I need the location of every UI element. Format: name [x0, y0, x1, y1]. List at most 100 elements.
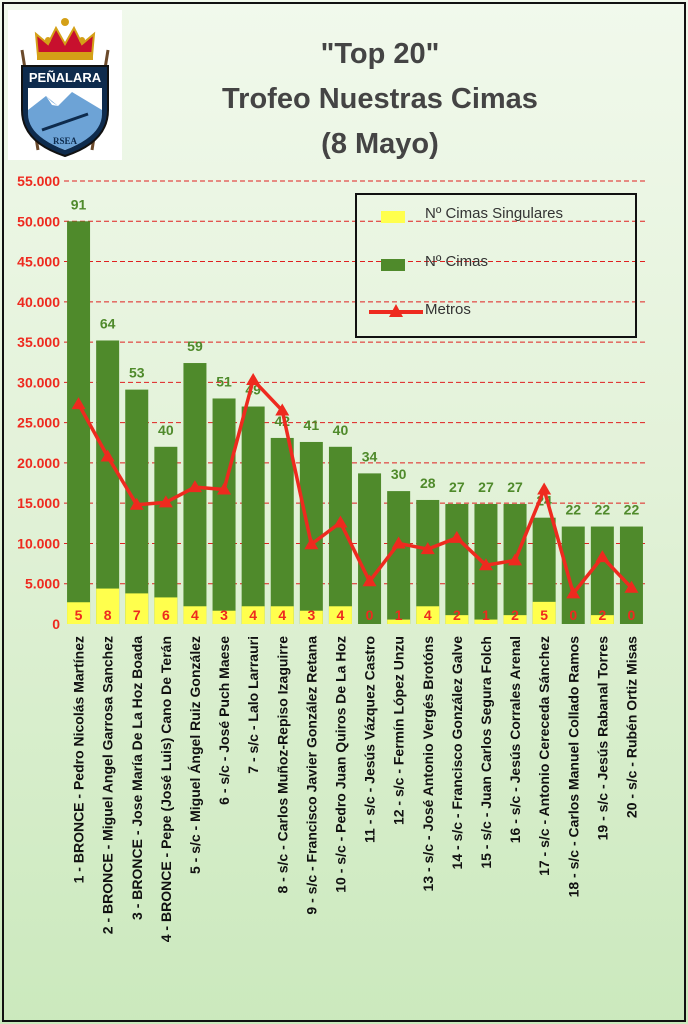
x-tick-label: 7 - s/c - Lalo Larrauri [245, 636, 261, 774]
x-tick-label: 14 - s/c - Francisco González Galve [449, 636, 465, 870]
bar-singulares [183, 606, 207, 624]
legend-swatch-cimas [381, 259, 405, 271]
data-label-singulares: 3 [307, 607, 315, 623]
data-label-cimas: 27 [449, 479, 465, 495]
legend: Nº Cimas Singulares Nº Cimas Metros [355, 193, 637, 338]
data-label-cimas: 41 [304, 417, 320, 433]
x-tick-label: 11 - s/c - Jesús Vázquez Castro [362, 636, 378, 843]
legend-swatch-singulares [381, 211, 405, 223]
bar-singulares [503, 615, 527, 624]
data-label-cimas: 51 [216, 373, 232, 389]
marker-metros [537, 482, 552, 495]
marker-metros [478, 558, 493, 571]
data-label-singulares: 2 [511, 607, 519, 623]
data-label-singulares: 6 [162, 607, 170, 623]
y-tick-label: 15.000 [17, 495, 60, 511]
data-label-cimas: 27 [507, 479, 523, 495]
y-tick-label: 50.000 [17, 213, 60, 229]
x-tick-label: 8 - s/c - Carlos Muñoz-Repiso Izaguirre [274, 636, 290, 894]
x-tick-label: 15 - s/c - Juan Carlos Segura Folch [478, 636, 494, 869]
marker-metros [217, 482, 232, 495]
legend-label-cimas: Nº Cimas [425, 253, 488, 270]
data-label-cimas: 27 [478, 479, 494, 495]
marker-metros [246, 372, 261, 385]
legend-swatch-metros [369, 304, 423, 317]
bar-singulares [328, 606, 352, 624]
marker-metros [275, 403, 290, 416]
bar-singulares [445, 615, 469, 624]
legend-item-metros: Metros [357, 297, 635, 327]
bar-cimas [532, 517, 556, 624]
x-tick-label: 6 - s/c - José Puch Maese [216, 636, 232, 805]
data-label-cimas: 22 [565, 502, 581, 518]
bar-singulares [532, 601, 556, 624]
data-label-cimas: 28 [420, 475, 436, 491]
data-label-cimas: 59 [187, 338, 203, 354]
logo-text-top: PEÑALARA [29, 70, 102, 85]
marker-metros [566, 586, 581, 599]
y-tick-label: 40.000 [17, 294, 60, 310]
x-tick-label: 4 - BRONCE - Pepe (José Luis) Cano De Te… [158, 636, 174, 942]
x-tick-label: 13 - s/c - José Antonio Vergés Brotóns [420, 636, 436, 892]
data-label-singulares: 8 [104, 607, 112, 623]
bar-cimas [387, 491, 411, 624]
data-label-cimas: 30 [391, 466, 407, 482]
bar-singulares [387, 619, 411, 624]
data-label-singulares: 4 [278, 607, 286, 623]
bar-singulares [154, 597, 178, 624]
data-label-singulares: 0 [628, 607, 636, 623]
bar-cimas [67, 221, 91, 625]
marker-metros [624, 580, 639, 593]
bar-singulares [474, 619, 498, 624]
data-label-singulares: 5 [540, 607, 548, 623]
marker-metros [158, 495, 173, 508]
bar-cimas [590, 526, 614, 624]
data-label-singulares: 3 [220, 607, 228, 623]
bar-singulares [270, 606, 294, 624]
bar-singulares [96, 588, 120, 624]
bar-singulares [590, 615, 614, 624]
x-tick-label: 19 - s/c - Jesús Rabanal Torres [594, 636, 610, 841]
bar-cimas [619, 526, 643, 624]
marker-metros [362, 574, 377, 587]
y-tick-label: 20.000 [17, 455, 60, 471]
bar-singulares [416, 606, 440, 624]
x-tick-label: 17 - s/c - Antonio Cereceda Sánchez [536, 636, 552, 876]
bar-singulares [212, 610, 236, 624]
bar-cimas [299, 441, 323, 624]
bar-cimas [328, 446, 352, 624]
data-label-singulares: 5 [75, 607, 83, 623]
chart-date: (8 Mayo) [321, 128, 439, 160]
marker-metros [129, 497, 144, 510]
bar-singulares [125, 593, 149, 624]
marker-metros [304, 537, 319, 550]
bar-singulares [67, 602, 91, 624]
data-label-cimas: 34 [362, 448, 378, 464]
bar-cimas [241, 406, 265, 624]
y-tick-label: 30.000 [17, 374, 60, 390]
y-tick-label: 45.000 [17, 254, 60, 270]
data-label-cimas: 40 [333, 422, 349, 438]
marker-metros [508, 553, 523, 566]
marker-metros [391, 536, 406, 549]
data-label-cimas: 64 [100, 315, 116, 331]
bar-cimas [416, 499, 440, 624]
legend-item-cimas: Nº Cimas [357, 249, 635, 279]
data-label-singulares: 0 [366, 607, 374, 623]
bar-cimas [358, 473, 382, 624]
data-label-singulares: 4 [191, 607, 199, 623]
bar-singulares [299, 610, 323, 624]
bar-cimas [445, 503, 469, 624]
marker-metros [333, 515, 348, 528]
legend-label-metros: Metros [425, 301, 471, 318]
x-tick-label: 9 - s/c - Francisco Javier González Reta… [303, 636, 319, 915]
y-tick-label: 0 [52, 616, 60, 632]
data-label-cimas: 91 [71, 196, 87, 212]
line-metros [77, 378, 633, 596]
marker-metros [100, 449, 115, 462]
legend-label-singulares: Nº Cimas Singulares [425, 205, 564, 222]
x-tick-label: 16 - s/c - Jesús Corrales Arenal [507, 636, 523, 843]
legend-item-singulares: Nº Cimas Singulares [357, 201, 635, 231]
data-label-singulares: 1 [482, 607, 490, 623]
